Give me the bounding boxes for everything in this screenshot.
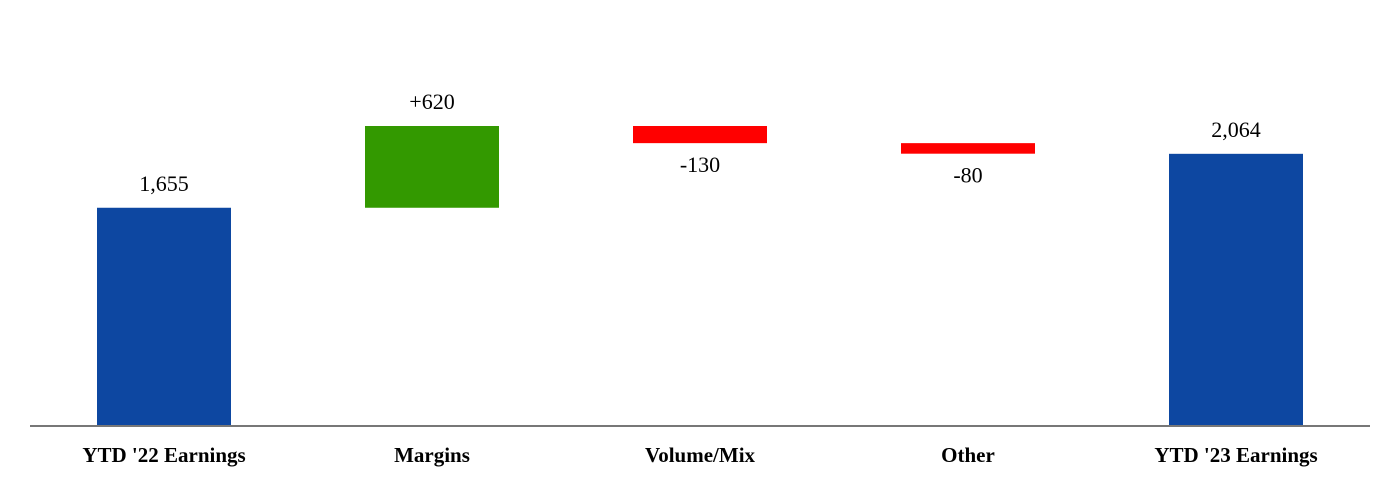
bar <box>1169 153 1303 427</box>
bar <box>365 126 499 208</box>
bar <box>97 207 231 426</box>
x-tick-label: Volume/Mix <box>645 443 756 467</box>
x-tick-label: Margins <box>394 443 470 467</box>
value-label: -130 <box>680 152 720 177</box>
x-tick-label: Other <box>941 443 995 467</box>
value-label: 2,064 <box>1211 117 1261 142</box>
bar <box>901 143 1035 154</box>
value-label: +620 <box>409 89 454 114</box>
value-label: -80 <box>953 163 982 188</box>
bar <box>633 126 767 144</box>
x-tick-label: YTD '23 Earnings <box>1154 443 1317 467</box>
x-tick-label: YTD '22 Earnings <box>82 443 245 467</box>
value-label: 1,655 <box>139 171 189 196</box>
